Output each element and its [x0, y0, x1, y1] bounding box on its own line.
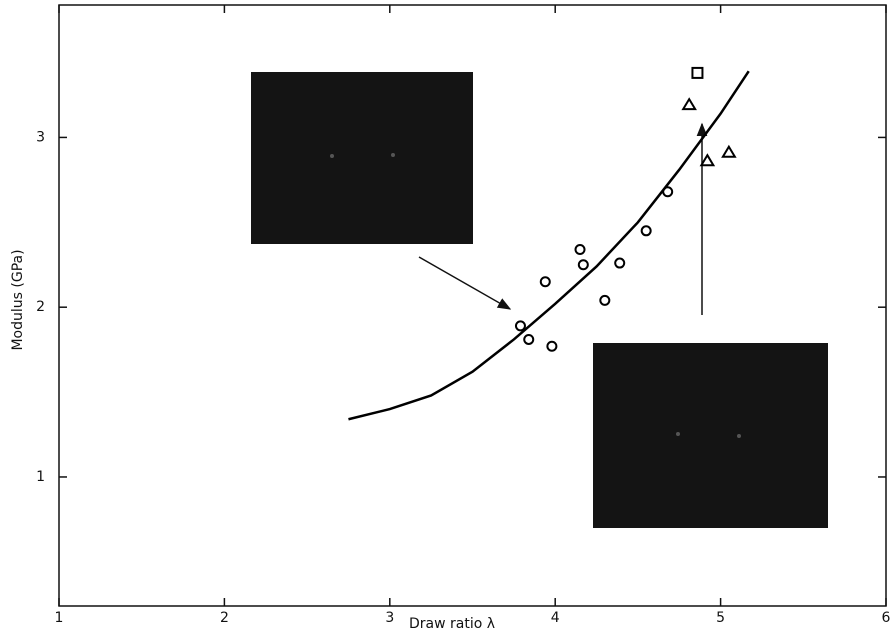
x-tick-label: 2: [220, 610, 229, 626]
y-axis-title: Modulus (GPa): [10, 249, 26, 350]
x-tick-label: 3: [385, 610, 394, 626]
point: [723, 147, 735, 157]
point: [600, 296, 609, 305]
inset-top: [251, 72, 473, 244]
y-tick-label: 3: [36, 129, 45, 145]
point: [579, 260, 588, 269]
y-tick-label: 1: [36, 469, 45, 485]
point: [524, 335, 533, 344]
y-tick-label: 2: [36, 299, 45, 315]
point: [547, 342, 556, 351]
arrow: [419, 257, 510, 309]
point: [663, 187, 672, 196]
point: [701, 155, 713, 165]
point: [576, 245, 585, 254]
point: [692, 68, 702, 78]
x-tick-label: 6: [882, 610, 891, 626]
x-tick-label: 5: [716, 610, 725, 626]
point: [541, 277, 550, 286]
point: [516, 321, 525, 330]
point: [615, 259, 624, 268]
point: [642, 226, 651, 235]
point: [683, 99, 695, 109]
inset-bottom: [593, 343, 828, 528]
x-axis-title: Draw ratio λ: [409, 616, 495, 632]
x-tick-label: 1: [55, 610, 64, 626]
chart: Draw ratio λ Modulus (GPa) 1 2 3 4 5 6 1 2 3: [0, 0, 892, 634]
x-tick-label: 4: [551, 610, 560, 626]
